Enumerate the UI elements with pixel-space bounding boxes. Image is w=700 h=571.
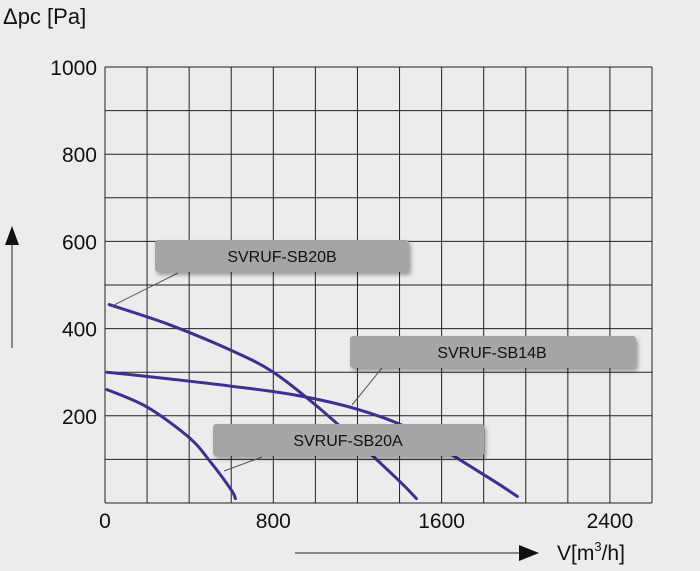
x-axis-label-main: V[m [557,542,594,565]
callout-leader-sb20b [111,272,179,307]
x-tick-labels: 0 800 1600 2400 [99,510,633,533]
series-line-svruf-sb20a [105,388,237,501]
x-tick-label: 1600 [418,510,465,533]
y-tick-labels: 200 400 600 800 1000 [50,57,97,429]
callout-leader-sb20a [223,456,263,472]
series-label-sb20a: SVRUF-SB20A [293,433,403,450]
y-axis-arrow [5,226,19,348]
x-axis-label-sup: 3 [594,539,601,554]
y-tick-label: 200 [62,406,97,429]
x-axis-label-tail: /h] [602,542,625,565]
series-line-svruf-sb20b [107,303,418,501]
callout-box-sb20a [213,424,484,456]
callout-leader-sb14b [351,367,383,406]
x-axis-arrow [295,545,539,561]
x-tick-label: 800 [256,510,291,533]
series-label-sb14b: SVRUF-SB14B [437,345,546,362]
series-label-sb20b: SVRUF-SB20B [227,249,336,266]
y-axis-label: Δpc [Pa] [3,4,86,29]
callout-sb20b: SVRUF-SB20B [111,240,409,307]
x-tick-label: 0 [99,510,111,533]
y-tick-label: 800 [62,144,97,167]
y-tick-label: 1000 [50,57,97,80]
callout-box-sb20b [155,240,409,272]
callout-box-sb14b [350,336,636,368]
series-curves [105,303,519,501]
grid [104,66,653,504]
x-tick-label: 2400 [587,510,634,533]
y-tick-label: 600 [62,231,97,254]
x-axis-label: V[m3/h] [557,539,625,565]
series-line-svruf-sb14b [105,370,519,498]
callout-sb14b: SVRUF-SB14B [350,336,636,406]
y-tick-label: 400 [62,319,97,342]
callout-sb20a: SVRUF-SB20A [213,424,484,472]
